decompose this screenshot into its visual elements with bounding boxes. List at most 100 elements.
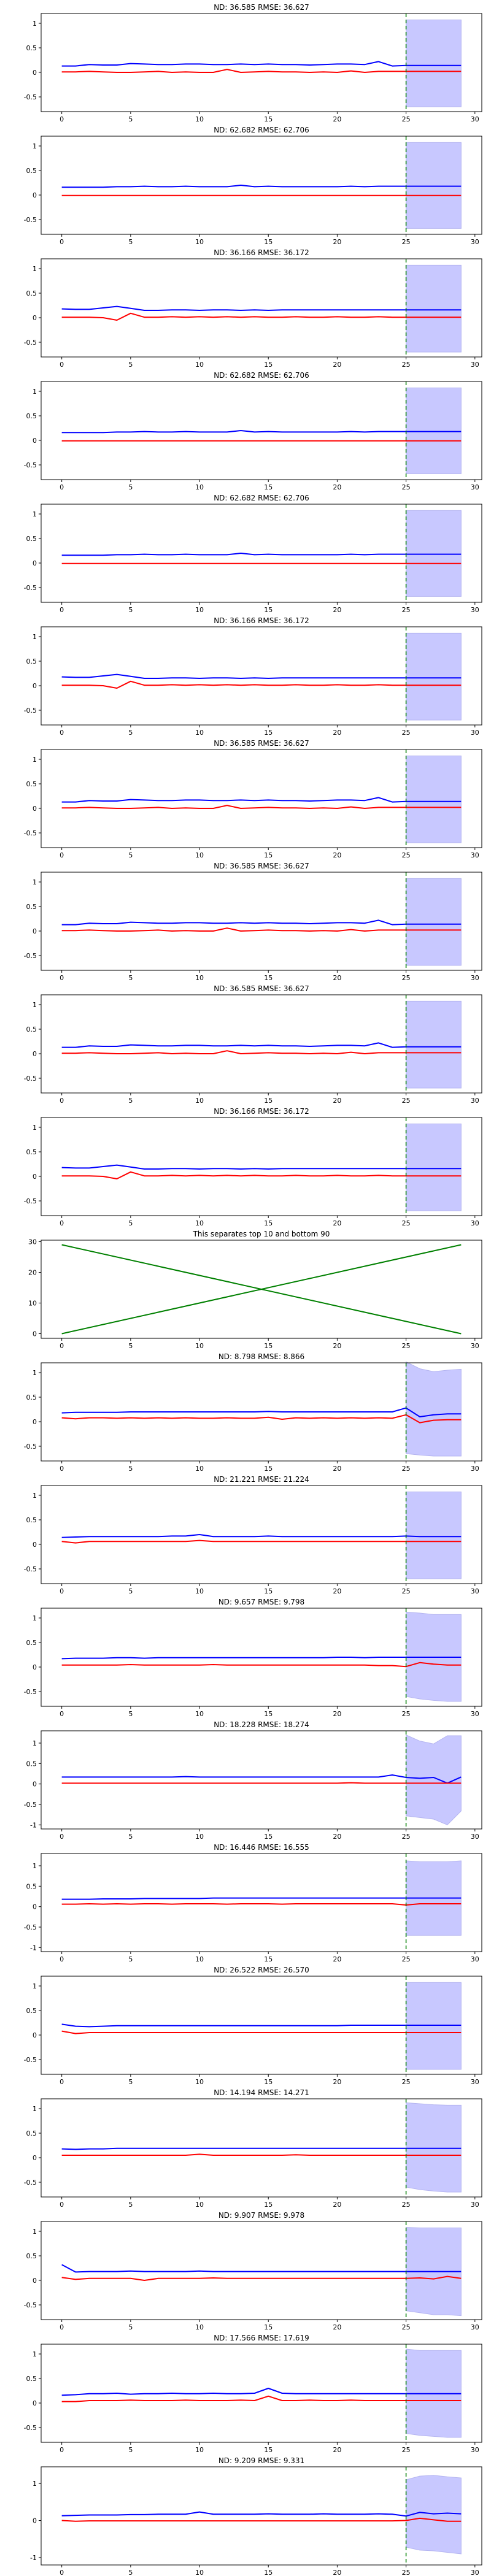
x-tick-label: 0 — [60, 361, 64, 369]
prediction-interval-band — [406, 1000, 462, 1089]
chart-title: ND: 9.657 RMSE: 9.798 — [218, 1598, 304, 1606]
axes-frame — [41, 136, 482, 235]
x-tick-label: 5 — [128, 1465, 133, 1473]
chart-panel-12: ND: 8.798 RMSE: 8.866 0 5 10 15 20 25 30 -0.5 0 0.… — [24, 1352, 482, 1473]
x-tick-label: 15 — [264, 1833, 273, 1841]
y-tick-label: 1 — [33, 142, 37, 150]
x-tick-label: 20 — [333, 2201, 341, 2209]
series-line-1 — [61, 1897, 462, 1900]
chart-title: ND: 36.166 RMSE: 36.172 — [214, 1107, 309, 1116]
y-tick-label: -1 — [30, 1944, 37, 1952]
chart-title: ND: 62.682 RMSE: 62.706 — [214, 494, 309, 502]
y-tick-label: 0.5 — [26, 167, 37, 175]
x-tick-label: 10 — [195, 483, 204, 491]
x-tick-label: 20 — [333, 1219, 341, 1227]
x-tick-label: 15 — [264, 1219, 273, 1227]
series-line-1 — [61, 1774, 462, 1784]
y-tick-label: -0.5 — [24, 461, 37, 469]
y-tick-label: 0 — [33, 1781, 37, 1788]
y-tick-label: 0.5 — [26, 535, 37, 543]
x-tick-label: 5 — [128, 2078, 133, 2086]
series-line-1 — [61, 2264, 462, 2273]
series-line-1 — [61, 430, 462, 434]
x-tick-label: 0 — [60, 1465, 64, 1473]
chart-title: ND: 9.209 RMSE: 9.331 — [218, 2456, 304, 2465]
y-tick-label: 1 — [33, 1492, 37, 1500]
x-tick-label: 10 — [195, 2078, 204, 2086]
x-tick-label: 30 — [471, 2078, 479, 2086]
y-tick-label: 0.5 — [26, 2129, 37, 2137]
x-tick-label: 25 — [402, 851, 411, 859]
y-tick-label: -0.5 — [24, 2424, 37, 2432]
y-tick-label: 1 — [33, 388, 37, 396]
y-tick-label: 1 — [33, 1982, 37, 1990]
series-line-1 — [61, 61, 462, 67]
y-tick-label: 0.5 — [26, 1516, 37, 1524]
series-line-2 — [61, 2395, 462, 2402]
chart-title: ND: 9.907 RMSE: 9.978 — [218, 2211, 304, 2220]
axes-frame — [41, 1608, 482, 1707]
x-tick-label: 20 — [333, 1710, 341, 1718]
y-tick-label: 1 — [33, 1614, 37, 1622]
x-tick-label: 15 — [264, 1710, 273, 1718]
x-tick-label: 15 — [264, 2078, 273, 2086]
x-tick-label: 30 — [471, 115, 479, 123]
series-line-1 — [61, 2511, 462, 2517]
x-tick-label: 5 — [128, 2323, 133, 2331]
y-tick-label: -0.5 — [24, 1075, 37, 1083]
x-tick-label: 20 — [333, 115, 341, 123]
x-tick-label: 5 — [128, 361, 133, 369]
chart-title: ND: 26.522 RMSE: 26.570 — [214, 1966, 309, 1974]
y-tick-label: -0.5 — [24, 1197, 37, 1205]
y-tick-label: -0.5 — [24, 1923, 37, 1931]
x-tick-label: 5 — [128, 1097, 133, 1105]
axes-frame — [41, 1853, 482, 1952]
x-tick-label: 30 — [471, 1219, 479, 1227]
y-tick-label: 0.5 — [26, 2252, 37, 2260]
prediction-interval-band — [406, 1491, 462, 1579]
y-tick-label: 30 — [28, 1238, 37, 1246]
x-tick-label: 30 — [471, 1342, 479, 1350]
x-tick-label: 10 — [195, 974, 204, 982]
x-tick-label: 5 — [128, 1342, 133, 1350]
x-tick-label: 30 — [471, 606, 479, 614]
x-tick-label: 10 — [195, 851, 204, 859]
y-tick-label: -0.5 — [24, 1801, 37, 1809]
y-tick-label: 0.5 — [26, 1882, 37, 1890]
x-tick-label: 15 — [264, 851, 273, 859]
chart-panel-11: This separates top 10 and bottom 90 0 5 10 1… — [28, 1230, 482, 1350]
x-tick-label: 15 — [264, 1587, 273, 1595]
x-tick-label: 0 — [60, 238, 64, 246]
x-tick-label: 15 — [264, 1465, 273, 1473]
x-tick-label: 25 — [402, 1710, 411, 1718]
x-tick-label: 0 — [60, 1097, 64, 1105]
y-tick-label: 0.5 — [26, 2375, 37, 2383]
prediction-interval-band — [406, 2475, 462, 2555]
y-tick-label: -1 — [30, 2554, 37, 2562]
x-tick-label: 15 — [264, 2201, 273, 2209]
series-line-2 — [61, 2030, 462, 2034]
x-tick-label: 10 — [195, 238, 204, 246]
x-tick-label: 25 — [402, 2569, 411, 2576]
prediction-interval-band — [406, 755, 462, 843]
x-tick-label: 0 — [60, 1955, 64, 1963]
x-tick-label: 25 — [402, 1219, 411, 1227]
y-tick-label: 0 — [33, 805, 37, 813]
x-tick-label: 0 — [60, 483, 64, 491]
y-tick-label: 0.5 — [26, 2007, 37, 2015]
prediction-interval-band — [406, 1361, 462, 1457]
x-tick-label: 25 — [402, 361, 411, 369]
y-tick-label: 1 — [33, 2350, 37, 2358]
series-line-1 — [61, 1407, 462, 1417]
y-tick-label: -0.5 — [24, 952, 37, 960]
series-line-2 — [61, 2153, 462, 2156]
y-tick-label: 0 — [33, 69, 37, 77]
y-tick-label: 0 — [33, 2399, 37, 2407]
y-tick-label: 0 — [33, 1173, 37, 1181]
